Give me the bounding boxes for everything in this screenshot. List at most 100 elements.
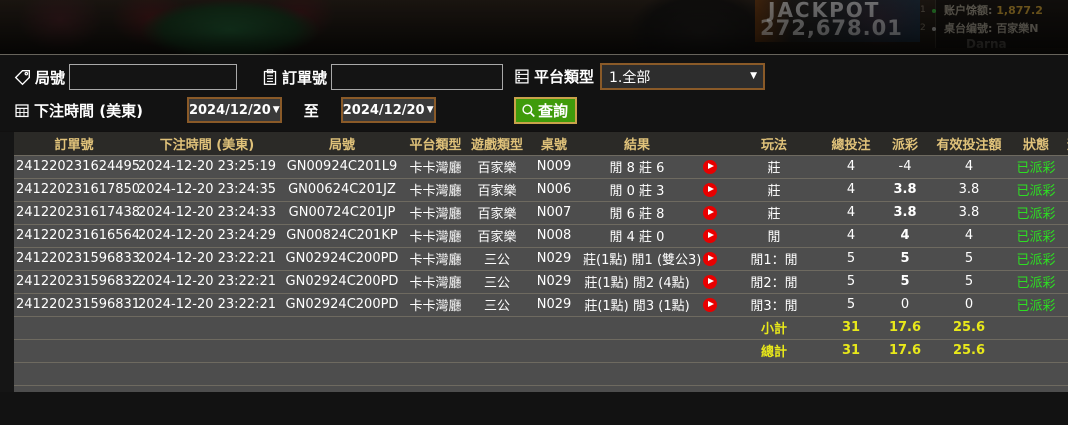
- table-row[interactable]: 241220231616564 2024-12-20 23:24:29 GN0082…: [14, 224, 1068, 248]
- col-total-bet[interactable]: 總投注: [821, 132, 881, 156]
- col-game-mode[interactable]: 遊戲模式: [1063, 132, 1068, 156]
- round-no-input[interactable]: [69, 64, 238, 90]
- cell-play-type: 閒: [727, 224, 821, 248]
- col-result[interactable]: 結果: [581, 132, 693, 156]
- cell-replay[interactable]: [693, 224, 727, 248]
- cell-round-no: GN02924C200PD: [280, 270, 404, 294]
- cell-total-bet: 5: [821, 247, 881, 271]
- col-round-no[interactable]: 局號: [280, 132, 404, 156]
- col-table-no[interactable]: 桌號: [527, 132, 581, 156]
- cell-summary-spacer: [527, 316, 581, 340]
- cell-replay[interactable]: [693, 201, 727, 225]
- cell-empty: [929, 362, 1009, 386]
- cell-summary-spacer: [134, 316, 280, 340]
- date-to-value: 2024/12/20: [342, 102, 425, 118]
- cell-table-no: N007: [527, 201, 581, 225]
- cell-replay[interactable]: [693, 155, 727, 179]
- cell-empty: [1063, 385, 1068, 392]
- cell-status: 已派彩: [1009, 201, 1063, 225]
- col-play-type[interactable]: 玩法: [727, 132, 821, 156]
- cell-status: 已派彩: [1009, 247, 1063, 271]
- play-replay-icon[interactable]: [703, 297, 717, 312]
- cell-game-mode: 多台: [1063, 178, 1068, 202]
- play-replay-icon[interactable]: [703, 251, 717, 266]
- bet-time-label: 下注時間 (美東): [34, 101, 143, 120]
- cell-total-bet: 4: [821, 155, 881, 179]
- table-row[interactable]: 241220231596831 2024-12-20 23:22:21 GN0292…: [14, 293, 1068, 317]
- cell-empty: [693, 362, 727, 386]
- cell-platform-type: 卡卡灣廳: [404, 201, 467, 225]
- cell-empty: [527, 362, 581, 386]
- search-button[interactable]: 查詢: [514, 97, 578, 124]
- play-replay-icon[interactable]: [703, 274, 717, 289]
- cell-empty: [467, 385, 527, 392]
- cell-result: 閒 8 莊 6: [581, 155, 693, 179]
- search-button-label: 查詢: [538, 102, 569, 120]
- cell-empty: [14, 362, 134, 386]
- platform-type-select[interactable]: 1.全部 ▼: [600, 63, 766, 90]
- table-row[interactable]: 241220231624495 2024-12-20 23:25:19 GN0092…: [14, 155, 1068, 179]
- cell-payout: 5: [881, 247, 929, 271]
- cell-summary-spacer: [1063, 339, 1068, 363]
- order-no-input[interactable]: [331, 64, 504, 90]
- table-row[interactable]: 241220231617438 2024-12-20 23:24:33 GN0072…: [14, 201, 1068, 225]
- cell-summary-spacer: [404, 316, 467, 340]
- col-platform-type[interactable]: 平台類型: [404, 132, 467, 156]
- cell-result: 閒 0 莊 3: [581, 178, 693, 202]
- table-header-row: 訂單號 下注時間 (美東) 局號 平台類型 遊戲類型 桌號 結果 玩法 總投注 …: [14, 132, 1068, 156]
- col-valid-bet[interactable]: 有效投注額: [929, 132, 1009, 156]
- cell-empty: [821, 385, 881, 392]
- cell-empty: [1009, 362, 1063, 386]
- status-badge: 已派彩: [1016, 230, 1056, 245]
- cell-summary-spacer: [1009, 316, 1063, 340]
- cell-platform-type: 卡卡灣廳: [404, 178, 467, 202]
- calendar-icon: [14, 102, 30, 119]
- cell-summary-spacer: [1009, 339, 1063, 363]
- play-replay-icon[interactable]: [703, 205, 717, 220]
- table-row[interactable]: 241220231596832 2024-12-20 23:22:21 GN0292…: [14, 270, 1068, 294]
- cell-summary-spacer: [467, 316, 527, 340]
- cell-replay[interactable]: [693, 247, 727, 271]
- col-payout[interactable]: 派彩: [881, 132, 929, 156]
- clipboard-icon: [262, 68, 278, 86]
- cell-round-no: GN00724C201JP: [280, 201, 404, 225]
- cell-platform-type: 卡卡灣廳: [404, 247, 467, 271]
- cell-replay[interactable]: [693, 270, 727, 294]
- tag-icon: [14, 69, 31, 86]
- cell-valid-bet: 0: [929, 293, 1009, 317]
- col-status[interactable]: 狀態: [1009, 132, 1063, 156]
- col-order-no[interactable]: 訂單號: [14, 132, 134, 156]
- cell-valid-bet: 4: [929, 155, 1009, 179]
- date-to-picker[interactable]: 2024/12/20 ▼: [340, 97, 436, 123]
- table-summary-row: 總計 31 17.6 25.6: [14, 339, 1068, 363]
- cell-round-no: GN00624C201JZ: [280, 178, 404, 202]
- order-no-label: 訂單號: [282, 68, 328, 87]
- table-row[interactable]: 241220231617850 2024-12-20 23:24:35 GN0062…: [14, 178, 1068, 202]
- cell-total-bet: 4: [821, 201, 881, 225]
- status-badge: 已派彩: [1016, 253, 1056, 268]
- status-badge: 已派彩: [1016, 299, 1056, 314]
- play-replay-icon[interactable]: [703, 159, 717, 174]
- modal-top-divider: [0, 54, 1068, 55]
- col-game-type[interactable]: 遊戲類型: [467, 132, 527, 156]
- cell-replay[interactable]: [693, 178, 727, 202]
- round-no-field-group: 局號: [14, 64, 238, 90]
- play-replay-icon[interactable]: [703, 182, 717, 197]
- cell-replay[interactable]: [693, 293, 727, 317]
- date-from-picker[interactable]: 2024/12/20 ▼: [186, 97, 282, 123]
- cell-summary-total-bet: 31: [821, 316, 881, 340]
- cell-game-type: 三公: [467, 247, 527, 271]
- cell-summary-spacer: [14, 339, 134, 363]
- table-row[interactable]: 241220231596833 2024-12-20 23:22:21 GN0292…: [14, 247, 1068, 271]
- cell-game-type: 百家樂: [467, 224, 527, 248]
- cell-summary-spacer: [134, 339, 280, 363]
- cell-table-no: N029: [527, 293, 581, 317]
- cell-empty: [1009, 385, 1063, 392]
- cell-result: 閒 4 莊 0: [581, 224, 693, 248]
- platform-type-selected-value: 1.全部: [609, 69, 651, 86]
- platform-type-field-group: 平台類型 1.全部 ▼: [514, 63, 766, 90]
- cell-summary-label: 小計: [727, 316, 821, 340]
- col-bet-time[interactable]: 下注時間 (美東): [134, 132, 280, 156]
- play-replay-icon[interactable]: [703, 228, 717, 243]
- cell-payout: 0: [881, 293, 929, 317]
